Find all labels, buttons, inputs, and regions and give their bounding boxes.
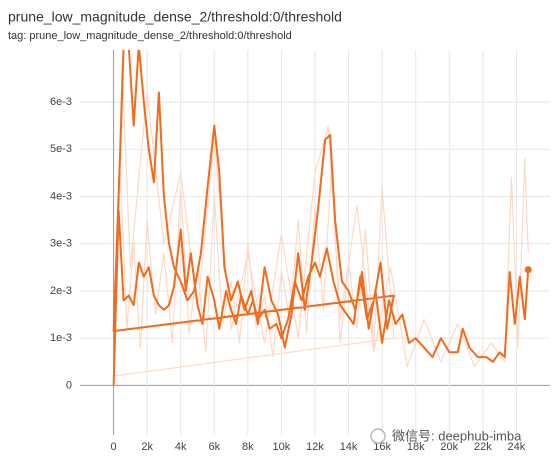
chart-title: prune_low_magnitude_dense_2/threshold:0/…: [8, 9, 342, 25]
chart-subtitle: tag: prune_low_magnitude_dense_2/thresho…: [8, 30, 292, 42]
x-tick-label: 22k: [474, 441, 492, 453]
x-tick-label: 6k: [208, 441, 220, 453]
x-tick-label: 8k: [242, 441, 254, 453]
x-tick-label: 12k: [306, 441, 324, 453]
watermark-icon: [370, 428, 386, 444]
x-tick-label: 16k: [373, 441, 391, 453]
plot: [112, 50, 530, 386]
grid: 0 1e-3 2e-3 3e-3 4e-3 5e-3 6e-3 0 2k 4k 6k 8k 10k 12k…: [50, 50, 550, 453]
y-tick-label: 0: [66, 379, 72, 391]
x-tick-label: 20k: [440, 441, 458, 453]
y-tick-label: 4e-3: [50, 190, 72, 202]
y-tick-label: 6e-3: [50, 96, 72, 108]
x-tick-label: 4k: [175, 441, 187, 453]
y-tick-label: 2e-3: [50, 285, 72, 297]
y-tick-label: 5e-3: [50, 143, 72, 155]
series-line: [112, 50, 530, 386]
x-tick-label: 24k: [508, 441, 526, 453]
x-tick-label: 18k: [407, 441, 425, 453]
x-tick-label: 2k: [141, 441, 153, 453]
x-tick-label: 0: [111, 441, 117, 453]
y-tick-label: 1e-3: [50, 332, 72, 344]
y-tick-label: 3e-3: [50, 238, 72, 250]
x-tick-label: 10k: [273, 441, 291, 453]
x-tick-label: 14k: [340, 441, 358, 453]
watermark: 微信号: deephub-imba: [392, 428, 522, 443]
end-point: [524, 266, 532, 274]
